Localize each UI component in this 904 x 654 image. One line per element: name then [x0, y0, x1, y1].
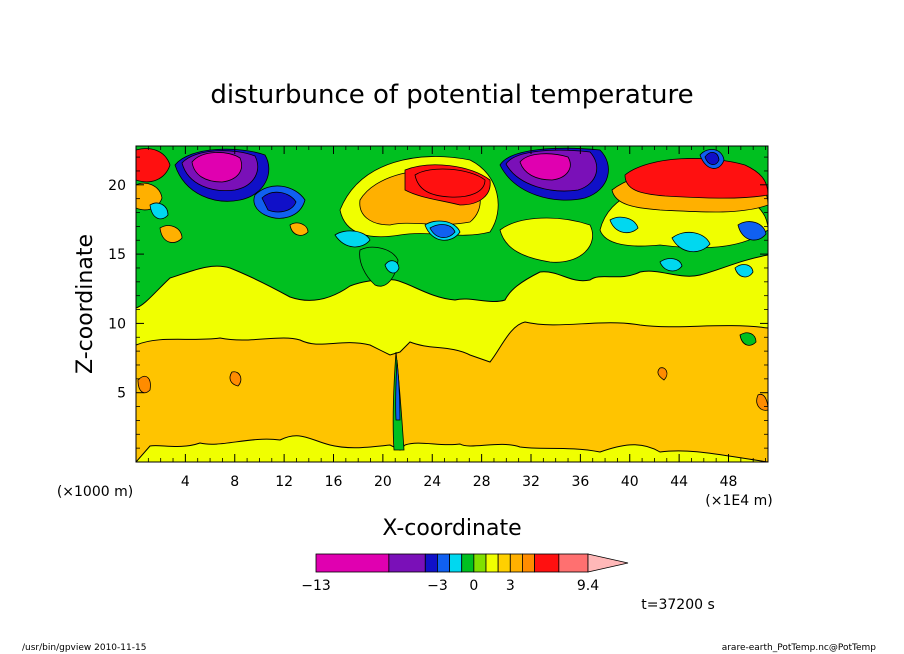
field-blob	[149, 202, 169, 220]
x-axis-label: X-coordinate	[382, 516, 521, 541]
field-blob	[191, 152, 242, 183]
colorbar-segment	[449, 553, 463, 573]
y-axis: 5 10 15 20	[108, 156, 768, 449]
field-blob	[704, 152, 720, 165]
colorbar-extend-arrow	[587, 553, 629, 573]
colorbar-segment	[461, 553, 475, 573]
colorbar-segment	[497, 553, 511, 573]
field-blob	[609, 216, 639, 234]
colorbar-segment	[485, 553, 499, 573]
colorbar: −13 −3 0 3 9.4	[301, 553, 629, 594]
upper-blobs	[136, 147, 768, 346]
y-tick-label: 10	[108, 316, 126, 332]
x-tick-label: 8	[230, 474, 239, 490]
colorbar-label: 9.4	[577, 578, 599, 594]
field-blob	[159, 225, 183, 243]
x-tick-label: 36	[571, 474, 589, 490]
x-tick-label: 20	[374, 474, 392, 490]
field-blob	[499, 217, 593, 263]
x-tick-label: 28	[473, 474, 491, 490]
x-tick-label: 48	[720, 474, 738, 490]
time-label: t=37200 s	[641, 597, 715, 613]
field-blob	[261, 191, 297, 213]
field-blob	[334, 230, 371, 248]
field-blob	[384, 260, 400, 274]
x-tick-label: 32	[522, 474, 540, 490]
field-blob	[671, 231, 711, 252]
x-tick-label: 12	[275, 474, 293, 490]
footer-right: arare-earth_PotTemp.nc@PotTemp	[722, 643, 877, 653]
footer-left: /usr/bin/gpview 2010-11-15	[22, 643, 146, 653]
colorbar-label: −3	[427, 578, 448, 594]
chart-title: disturbunce of potential temperature	[210, 80, 693, 110]
x-tick-label: 16	[325, 474, 343, 490]
y-tick-label: 20	[108, 178, 126, 194]
y-axis-label: Z-coordinate	[73, 234, 98, 374]
colorbar-segment	[424, 553, 438, 573]
field-blob	[289, 222, 309, 236]
x-unit-right: (×1E4 m)	[705, 493, 772, 509]
colorbar-label: −13	[301, 578, 331, 594]
field-blob	[414, 168, 486, 198]
y-tick-label: 5	[117, 386, 126, 402]
x-tick-label: 24	[423, 474, 441, 490]
colorbar-segment	[534, 553, 560, 573]
field-blob	[359, 246, 399, 287]
colorbar-segment	[558, 553, 589, 573]
colorbar-segment	[388, 553, 426, 573]
colorbar-label: 0	[469, 578, 478, 594]
colorbar-segment	[437, 553, 450, 573]
colorbar-segment	[522, 553, 535, 573]
field-blob	[659, 258, 683, 272]
field-blob	[519, 153, 571, 181]
field-blob	[136, 148, 171, 183]
x-tick-label: 40	[621, 474, 639, 490]
field-blob	[429, 224, 456, 238]
colorbar-segment	[473, 553, 487, 573]
plot-area	[136, 146, 768, 462]
colorbar-segment	[315, 553, 390, 573]
x-tick-label: 44	[670, 474, 688, 490]
x-unit-left: (×1000 m)	[57, 484, 133, 500]
plot-frame	[135, 145, 769, 463]
field-blob	[737, 221, 767, 241]
y-tick-label: 15	[108, 247, 126, 263]
colorbar-segment	[509, 553, 523, 573]
field-blob	[734, 264, 754, 278]
lower-warm-band	[136, 321, 768, 462]
x-axis: 4 8 12 16 20 24 28 32 36 40 44 48	[147, 146, 766, 490]
central-disturbance	[392, 351, 405, 451]
x-tick-label: 4	[181, 474, 190, 490]
field-blob	[739, 332, 757, 346]
colorbar-label: 3	[506, 578, 515, 594]
